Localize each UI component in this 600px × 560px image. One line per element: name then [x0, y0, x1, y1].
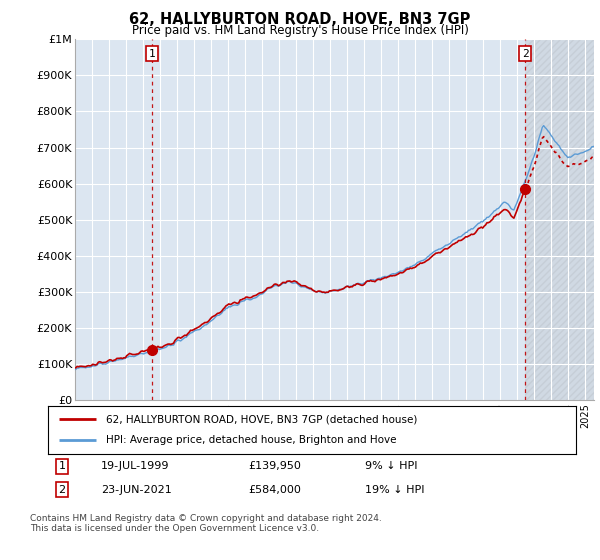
Text: 1: 1 [149, 49, 155, 59]
Text: 2: 2 [59, 484, 65, 494]
Text: 9% ↓ HPI: 9% ↓ HPI [365, 461, 418, 472]
Text: 62, HALLYBURTON ROAD, HOVE, BN3 7GP: 62, HALLYBURTON ROAD, HOVE, BN3 7GP [130, 12, 470, 27]
Text: Contains HM Land Registry data © Crown copyright and database right 2024.
This d: Contains HM Land Registry data © Crown c… [30, 514, 382, 533]
Text: £139,950: £139,950 [248, 461, 302, 472]
Text: 19% ↓ HPI: 19% ↓ HPI [365, 484, 424, 494]
Text: 62, HALLYBURTON ROAD, HOVE, BN3 7GP (detached house): 62, HALLYBURTON ROAD, HOVE, BN3 7GP (det… [106, 414, 418, 424]
Text: 1: 1 [59, 461, 65, 472]
Text: HPI: Average price, detached house, Brighton and Hove: HPI: Average price, detached house, Brig… [106, 435, 397, 445]
Text: Price paid vs. HM Land Registry's House Price Index (HPI): Price paid vs. HM Land Registry's House … [131, 24, 469, 36]
Text: 19-JUL-1999: 19-JUL-1999 [101, 461, 169, 472]
Text: £584,000: £584,000 [248, 484, 302, 494]
Text: 23-JUN-2021: 23-JUN-2021 [101, 484, 172, 494]
Text: 2: 2 [522, 49, 529, 59]
